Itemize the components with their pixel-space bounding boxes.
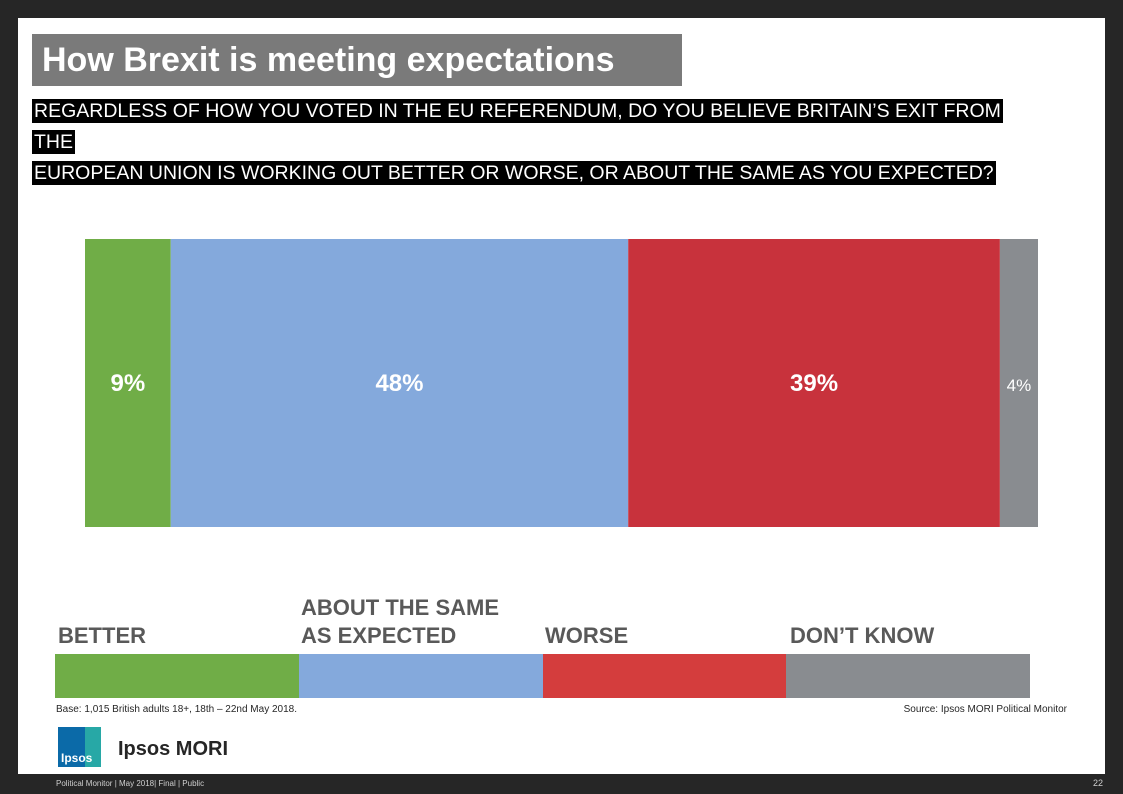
legend-label-same-line1: ABOUT THE SAME xyxy=(301,595,499,620)
legend-label-dont-know: DON’T KNOW xyxy=(790,623,935,648)
question-text: REGARDLESS OF HOW YOU VOTED IN THE EU RE… xyxy=(32,96,1032,189)
base-note: Base: 1,015 British adults 18+, 18th – 2… xyxy=(56,704,297,715)
legend-swatch-better xyxy=(55,654,299,698)
bar-segment-about-the-same-as-expected xyxy=(170,239,629,527)
legend-swatch-worse xyxy=(543,654,786,698)
ipsos-logo-icon: Ipsos xyxy=(58,727,101,767)
legend-label-same-line2: AS EXPECTED xyxy=(301,623,457,648)
data-label-don-t-know: 4% xyxy=(1007,376,1032,395)
legend-swatch-same xyxy=(299,654,543,698)
question-line-2: EUROPEAN UNION IS WORKING OUT BETTER OR … xyxy=(32,161,996,185)
logo-wordmark: Ipsos MORI xyxy=(118,738,229,760)
legend-swatch-dont-know xyxy=(786,654,1030,698)
legend-label-worse: WORSE xyxy=(545,623,629,648)
logo-mark-text: Ipsos xyxy=(61,751,93,765)
footer-text: Political Monitor | May 2018| Final | Pu… xyxy=(56,779,205,788)
data-label-worse: 39% xyxy=(790,370,838,397)
page-title: How Brexit is meeting expectations xyxy=(32,34,682,86)
legend-label-same: ABOUT THE SAME AS EXPECTED xyxy=(301,594,499,650)
data-label-better: 9% xyxy=(111,370,146,397)
source-note: Source: Ipsos MORI Political Monitor xyxy=(903,704,1067,715)
bar-segment-better xyxy=(85,239,171,527)
bar-segment-worse xyxy=(628,239,1000,527)
data-label-about-the-same-as-expected: 48% xyxy=(375,370,423,397)
stacked-bar-chart: 9% 48% 39% 4% xyxy=(85,239,1038,527)
slide: How Brexit is meeting expectations REGAR… xyxy=(18,18,1105,774)
bar-segment-don-t-know xyxy=(999,239,1038,527)
legend-label-better: BETTER xyxy=(58,623,146,648)
page-number: 22 xyxy=(1092,778,1103,788)
